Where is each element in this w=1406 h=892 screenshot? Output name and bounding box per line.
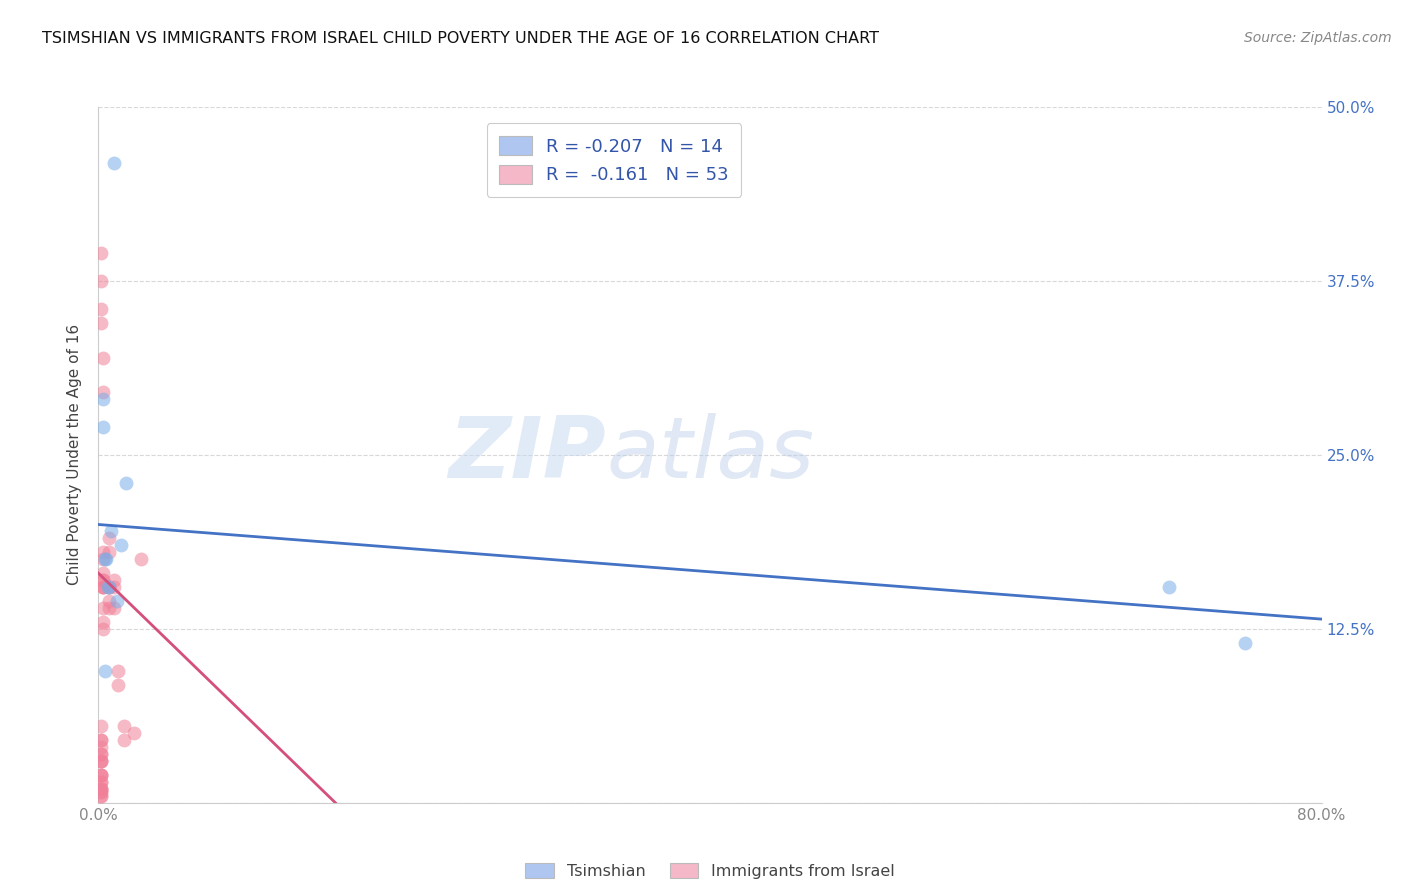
Point xyxy=(122,726,145,740)
Point xyxy=(103,580,125,594)
Point xyxy=(103,573,125,587)
Point xyxy=(90,719,112,733)
Point xyxy=(91,580,114,594)
Point xyxy=(91,545,114,559)
Point xyxy=(129,552,152,566)
Point xyxy=(105,594,128,608)
Point xyxy=(90,781,112,796)
Point xyxy=(107,664,129,678)
Point xyxy=(91,601,114,615)
Point xyxy=(97,580,120,594)
Point xyxy=(90,775,112,789)
Point xyxy=(98,545,121,559)
Point xyxy=(91,351,114,365)
Point xyxy=(1234,636,1257,650)
Text: TSIMSHIAN VS IMMIGRANTS FROM ISRAEL CHILD POVERTY UNDER THE AGE OF 16 CORRELATIO: TSIMSHIAN VS IMMIGRANTS FROM ISRAEL CHIL… xyxy=(42,31,879,46)
Legend: Tsimshian, Immigrants from Israel: Tsimshian, Immigrants from Israel xyxy=(519,857,901,885)
Point xyxy=(91,573,114,587)
Point xyxy=(90,316,112,330)
Y-axis label: Child Poverty Under the Age of 16: Child Poverty Under the Age of 16 xyxy=(67,325,83,585)
Point xyxy=(1157,580,1180,594)
Point xyxy=(90,733,112,747)
Point xyxy=(90,301,112,316)
Point xyxy=(90,768,112,782)
Point xyxy=(100,524,122,539)
Point xyxy=(107,677,129,691)
Point xyxy=(112,733,135,747)
Point xyxy=(91,580,114,594)
Point xyxy=(98,580,121,594)
Point xyxy=(90,775,112,789)
Point xyxy=(90,789,112,803)
Point xyxy=(90,747,112,761)
Point xyxy=(112,719,135,733)
Point xyxy=(90,740,112,755)
Point xyxy=(91,566,114,581)
Point xyxy=(90,785,112,799)
Point xyxy=(93,664,115,678)
Point xyxy=(91,580,114,594)
Point xyxy=(91,622,114,636)
Point xyxy=(91,385,114,400)
Point xyxy=(90,747,112,761)
Point xyxy=(91,573,114,587)
Point xyxy=(103,601,125,615)
Point xyxy=(98,532,121,546)
Point xyxy=(90,781,112,796)
Point xyxy=(98,580,121,594)
Point xyxy=(110,538,132,552)
Point xyxy=(90,733,112,747)
Text: atlas: atlas xyxy=(606,413,814,497)
Point xyxy=(90,781,112,796)
Text: Source: ZipAtlas.com: Source: ZipAtlas.com xyxy=(1244,31,1392,45)
Point xyxy=(91,615,114,629)
Point xyxy=(94,552,117,566)
Point xyxy=(93,552,115,566)
Point xyxy=(98,601,121,615)
Point xyxy=(103,155,125,169)
Point xyxy=(115,475,138,490)
Point xyxy=(90,754,112,768)
Point xyxy=(91,420,114,434)
Text: ZIP: ZIP xyxy=(449,413,606,497)
Point xyxy=(90,274,112,288)
Point xyxy=(98,580,121,594)
Point xyxy=(90,785,112,799)
Point xyxy=(90,754,112,768)
Point xyxy=(90,789,112,803)
Point xyxy=(91,552,114,566)
Point xyxy=(91,392,114,407)
Point xyxy=(90,754,112,768)
Point xyxy=(98,594,121,608)
Point xyxy=(90,768,112,782)
Point xyxy=(90,246,112,260)
Point xyxy=(90,768,112,782)
